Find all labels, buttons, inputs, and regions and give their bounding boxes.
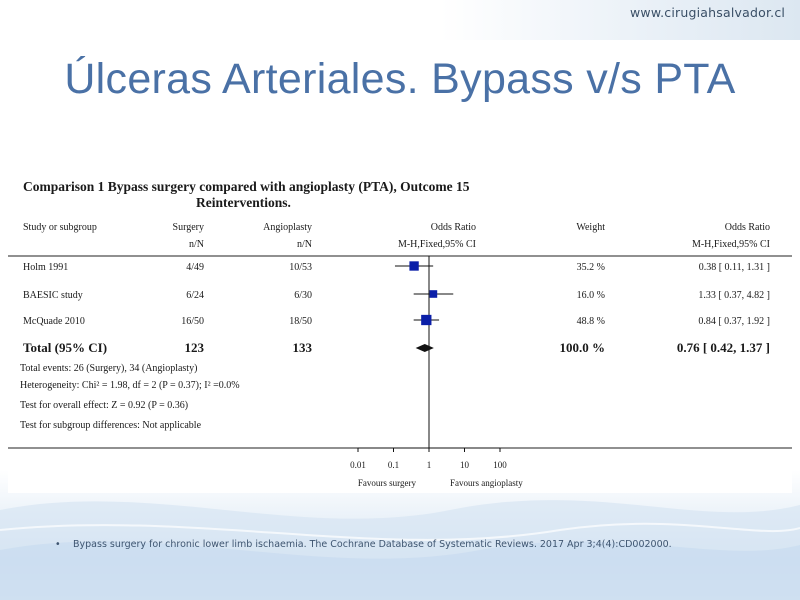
study-name: Holm 1991 (23, 262, 68, 273)
chart-title-line2: Reinterventions. (196, 195, 291, 210)
col-header-or-text-sub: M-H,Fixed,95% CI (692, 239, 770, 250)
total-diamond-marker (415, 344, 434, 352)
note-heterogeneity: Heterogeneity: Chi² = 1.98, df = 2 (P = … (20, 380, 240, 391)
study-or-text: 0.38 [ 0.11, 1.31 ] (699, 262, 770, 273)
favours-right-label: Favours angioplasty (450, 478, 523, 488)
total-angio: 133 (293, 340, 313, 355)
footer-wave-decoration (0, 500, 800, 600)
header-accent (440, 0, 800, 40)
col-header-surgery: Surgery (173, 222, 204, 233)
x-tick-label: 1 (427, 460, 432, 470)
total-or-text: 0.76 [ 0.42, 1.37 ] (677, 340, 770, 355)
plot-marks: 0.01 0.1 1 10 100 (350, 256, 507, 470)
total-weight: 100.0 % (560, 340, 606, 355)
study-angio: 18/50 (289, 316, 312, 327)
forest-plot-figure: Comparison 1 Bypass surgery compared wit… (8, 168, 792, 493)
study-name: BAESIC study (23, 290, 83, 301)
study-weight: 48.8 % (577, 316, 605, 327)
x-tick-label: 0.01 (350, 460, 366, 470)
study-or-text: 0.84 [ 0.37, 1.92 ] (698, 316, 770, 327)
favours-left-label: Favours surgery (358, 478, 417, 488)
study-surgery: 4/49 (186, 262, 204, 273)
col-header-angio-sub: n/N (297, 239, 312, 250)
reference-list-item: • Bypass surgery for chronic lower limb i… (55, 539, 755, 550)
chart-title: Comparison 1 Bypass surgery compared wit… (23, 179, 470, 194)
x-tick-label: 10 (460, 460, 470, 470)
bullet-icon: • (55, 539, 61, 550)
site-url: www.cirugiahsalvador.cl (630, 5, 786, 20)
slide-title: Úlceras Arteriales. Bypass v/s PTA (64, 55, 736, 103)
col-header-or-text: Odds Ratio (725, 222, 770, 233)
study-point-marker (429, 290, 438, 298)
col-header-angio: Angioplasty (263, 222, 312, 233)
total-surgery: 123 (185, 340, 205, 355)
col-header-study: Study or subgroup (23, 222, 97, 233)
col-header-or-plot-sub: M-H,Fixed,95% CI (398, 239, 476, 250)
study-weight: 16.0 % (577, 290, 605, 301)
study-or-text: 1.33 [ 0.37, 4.82 ] (698, 290, 770, 301)
col-header-surgery-sub: n/N (189, 239, 204, 250)
study-weight: 35.2 % (577, 262, 605, 273)
study-angio: 6/30 (294, 290, 312, 301)
note-total-events: Total events: 26 (Surgery), 34 (Angiopla… (20, 363, 197, 374)
study-point-marker (409, 261, 419, 271)
study-angio: 10/53 (289, 262, 312, 273)
note-overall-effect: Test for overall effect: Z = 0.92 (P = 0… (20, 400, 188, 411)
x-tick-label: 0.1 (388, 460, 399, 470)
study-point-marker (421, 314, 432, 326)
col-header-or-plot: Odds Ratio (431, 222, 476, 233)
col-header-weight: Weight (576, 222, 605, 233)
study-name: McQuade 2010 (23, 316, 85, 327)
note-subgroup-differences: Test for subgroup differences: Not appli… (20, 420, 202, 431)
total-label: Total (95% CI) (23, 340, 107, 355)
study-surgery: 6/24 (186, 290, 204, 301)
reference-text: Bypass surgery for chronic lower limb is… (73, 539, 672, 550)
study-surgery: 16/50 (181, 316, 204, 327)
x-tick-label: 100 (493, 460, 507, 470)
forest-plot: Comparison 1 Bypass surgery compared wit… (8, 179, 792, 488)
